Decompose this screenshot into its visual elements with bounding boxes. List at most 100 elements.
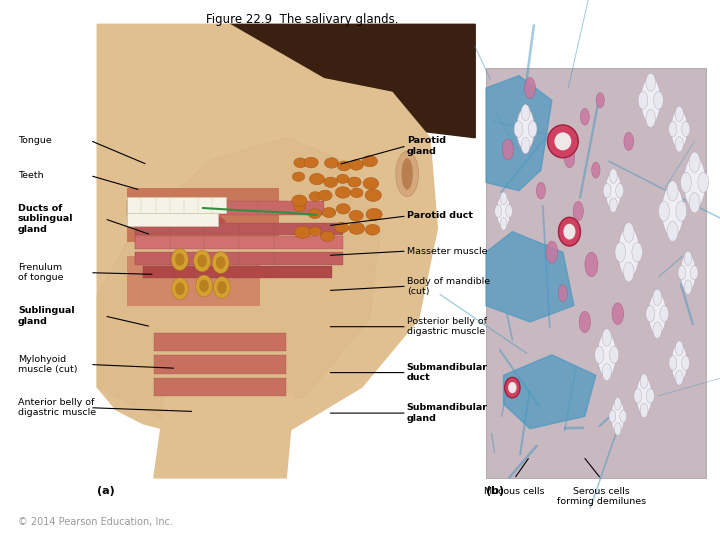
FancyBboxPatch shape	[127, 255, 260, 306]
Ellipse shape	[197, 254, 207, 267]
FancyBboxPatch shape	[154, 333, 287, 351]
Ellipse shape	[546, 241, 558, 264]
Text: Submandibular
gland: Submandibular gland	[407, 403, 488, 423]
Ellipse shape	[579, 312, 590, 333]
Ellipse shape	[217, 281, 227, 294]
FancyBboxPatch shape	[143, 266, 331, 278]
Ellipse shape	[585, 252, 598, 276]
Ellipse shape	[598, 332, 616, 377]
Ellipse shape	[505, 205, 513, 218]
Text: Anterior belly of
digastric muscle: Anterior belly of digastric muscle	[18, 398, 96, 417]
Polygon shape	[486, 76, 552, 191]
Ellipse shape	[212, 252, 229, 273]
Ellipse shape	[662, 185, 683, 238]
Ellipse shape	[610, 346, 618, 363]
Ellipse shape	[649, 293, 666, 335]
Ellipse shape	[213, 276, 230, 299]
FancyBboxPatch shape	[127, 197, 226, 213]
Ellipse shape	[196, 275, 212, 297]
Circle shape	[309, 192, 322, 201]
Ellipse shape	[667, 221, 678, 241]
Text: Posterior belly of
digastric muscle: Posterior belly of digastric muscle	[407, 317, 487, 336]
Text: Parotid duct: Parotid duct	[407, 212, 473, 220]
Circle shape	[363, 178, 379, 190]
Ellipse shape	[641, 77, 660, 124]
Text: (b): (b)	[486, 486, 504, 496]
Ellipse shape	[595, 346, 604, 363]
Ellipse shape	[614, 423, 621, 435]
Text: Figure 22.9  The salivary glands.: Figure 22.9 The salivary glands.	[206, 14, 399, 26]
Ellipse shape	[514, 121, 523, 137]
Circle shape	[362, 156, 377, 167]
FancyBboxPatch shape	[135, 222, 343, 235]
Ellipse shape	[564, 148, 575, 168]
Text: Mylohyoid
muscle (cut): Mylohyoid muscle (cut)	[18, 355, 78, 374]
FancyBboxPatch shape	[154, 378, 287, 396]
Circle shape	[294, 226, 311, 238]
Ellipse shape	[517, 107, 534, 151]
Ellipse shape	[653, 289, 662, 306]
Ellipse shape	[611, 400, 624, 433]
Ellipse shape	[528, 121, 537, 137]
Ellipse shape	[521, 137, 530, 154]
Circle shape	[318, 190, 332, 201]
Ellipse shape	[175, 253, 184, 266]
Ellipse shape	[580, 109, 590, 125]
Ellipse shape	[606, 172, 621, 210]
Ellipse shape	[620, 410, 626, 423]
Ellipse shape	[495, 205, 502, 218]
Ellipse shape	[500, 192, 507, 205]
Text: (a): (a)	[97, 486, 115, 496]
Ellipse shape	[402, 158, 413, 190]
Circle shape	[336, 204, 350, 214]
Text: Ducts of
sublingual
gland: Ducts of sublingual gland	[18, 204, 73, 234]
Ellipse shape	[680, 172, 691, 193]
Ellipse shape	[171, 248, 189, 271]
Ellipse shape	[684, 280, 692, 294]
Circle shape	[349, 160, 364, 170]
Ellipse shape	[609, 168, 617, 183]
Ellipse shape	[646, 73, 655, 91]
Ellipse shape	[682, 122, 690, 137]
Circle shape	[309, 227, 321, 236]
Ellipse shape	[632, 242, 642, 262]
Ellipse shape	[654, 91, 663, 110]
Circle shape	[348, 222, 364, 234]
Ellipse shape	[618, 226, 639, 278]
Polygon shape	[97, 24, 438, 442]
Ellipse shape	[614, 397, 621, 410]
Ellipse shape	[171, 278, 189, 300]
Ellipse shape	[624, 262, 634, 282]
FancyBboxPatch shape	[97, 24, 475, 478]
Ellipse shape	[497, 194, 510, 228]
Text: © 2014 Pearson Education, Inc.: © 2014 Pearson Education, Inc.	[18, 516, 173, 526]
Circle shape	[325, 158, 338, 168]
Ellipse shape	[675, 370, 683, 385]
Ellipse shape	[194, 250, 211, 272]
Ellipse shape	[671, 109, 688, 149]
Ellipse shape	[596, 93, 604, 108]
Ellipse shape	[675, 106, 683, 122]
Circle shape	[292, 172, 305, 181]
Ellipse shape	[653, 322, 662, 339]
Text: Submandibular
duct: Submandibular duct	[407, 363, 488, 382]
Circle shape	[304, 157, 318, 168]
Ellipse shape	[647, 388, 654, 403]
Circle shape	[338, 161, 351, 171]
Ellipse shape	[667, 181, 678, 201]
Text: Mucous cells: Mucous cells	[484, 487, 544, 496]
Circle shape	[351, 188, 363, 198]
Ellipse shape	[675, 137, 683, 152]
Ellipse shape	[559, 217, 580, 246]
Circle shape	[336, 174, 349, 184]
Ellipse shape	[675, 341, 683, 356]
Circle shape	[293, 202, 306, 211]
Polygon shape	[503, 355, 596, 429]
Polygon shape	[154, 378, 294, 478]
Ellipse shape	[564, 224, 575, 240]
Ellipse shape	[634, 388, 642, 403]
Text: Sublingual
gland: Sublingual gland	[18, 306, 75, 326]
Circle shape	[348, 177, 361, 187]
Circle shape	[308, 208, 321, 219]
Ellipse shape	[669, 122, 677, 137]
